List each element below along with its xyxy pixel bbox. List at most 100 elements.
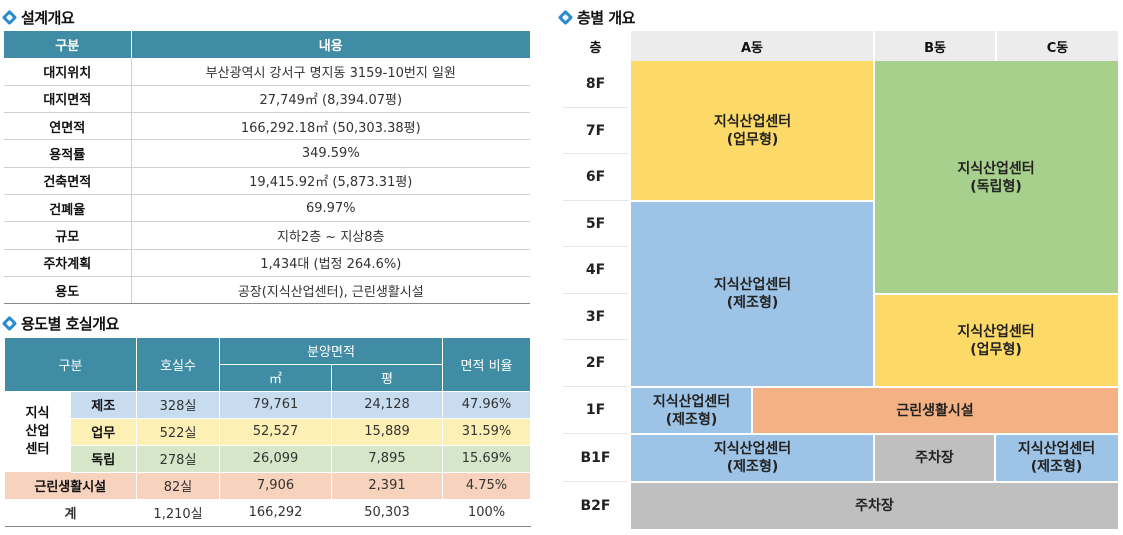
area-ratio: 100%	[442, 498, 531, 527]
separator	[874, 293, 1118, 295]
area-pyeong: 15,889	[331, 418, 444, 446]
separator	[631, 386, 1118, 388]
block-1f-living: 근린생활시설	[752, 387, 1118, 434]
floor-label-7f: 7F	[563, 108, 628, 154]
unit-count: 328실	[136, 391, 221, 419]
header-sqm: ㎡	[219, 364, 333, 392]
unit-overview-table: 구분 호실수 분양면적 면적 비율 ㎡ 평 지식 산업 센터 제조 328실 7…	[3, 338, 532, 527]
header-content: 내용	[131, 31, 530, 58]
floor-label-1f: 1F	[563, 387, 628, 434]
block-c-b1-manufacturing: 지식산업센터 (제조형)	[995, 434, 1118, 482]
area-ratio: 4.75%	[442, 472, 532, 500]
unit-count: 1,210실	[136, 498, 220, 527]
sub-category: 제조	[70, 391, 138, 419]
table-row: 근린생활시설 82실 7,906 2,391 4.75%	[4, 472, 532, 500]
table-row: 규모 지하2층 ~ 지상8층	[4, 221, 530, 250]
floor-label-b2f: B2F	[580, 497, 611, 514]
table-row: 지식 산업 센터 제조 328실 79,761 24,128 47.96%	[4, 391, 532, 472]
separator	[873, 434, 875, 482]
group-label: 지식 산업 센터	[4, 391, 71, 472]
sub-category: 업무	[70, 418, 138, 446]
row-label: 용도	[4, 276, 132, 305]
section-title-design: 설계개요	[1, 6, 75, 28]
floor-header: 층	[563, 31, 628, 61]
row-label: 주차계획	[4, 249, 132, 277]
row-label: 용적률	[4, 139, 132, 168]
row-label: 건축면적	[4, 167, 132, 195]
floor-label-2f: 2F	[563, 340, 628, 387]
header-units: 호실수	[136, 338, 221, 392]
area-pyeong: 7,895	[331, 445, 444, 473]
table-row: 대지위치 부산광역시 강서구 명지동 3159-10번지 일원	[4, 58, 530, 86]
separator	[631, 200, 874, 202]
area-pyeong: 24,128	[331, 391, 444, 419]
block-a-1f-manufacturing: 지식산업센터 (제조형)	[631, 387, 752, 434]
row-label: 연면적	[4, 112, 132, 141]
block-a-manufacturing: 지식산업센터 (제조형)	[631, 201, 874, 387]
floor-label-3f: 3F	[563, 294, 628, 340]
separator	[751, 387, 753, 434]
unit-count: 82실	[136, 472, 221, 500]
table-row: 건폐율 69.97%	[4, 194, 530, 223]
table-header-row: 구분 내용	[4, 31, 530, 58]
row-label: 대지위치	[4, 58, 132, 86]
table-row: 업무 522실 52,527 15,889 31.59%	[5, 418, 532, 446]
row-label: 규모	[4, 221, 132, 250]
separator	[631, 481, 1118, 483]
table-row: 연면적 166,292.18㎡ (50,303.38평)	[4, 112, 530, 141]
area-sqm: 79,761	[219, 391, 333, 419]
area-sqm: 52,527	[219, 418, 333, 446]
diamond-bullet-icon	[1, 315, 18, 331]
area-pyeong: 2,391	[331, 472, 444, 500]
unit-count: 522실	[136, 418, 221, 446]
block-b-b1-parking: 주차장	[874, 434, 995, 482]
table-row: 독립 278실 26,099 7,895 15.69%	[5, 445, 532, 473]
area-sqm: 166,292	[219, 498, 332, 527]
separator	[994, 434, 996, 482]
block-bc-office: 지식산업센터 (업무형)	[874, 294, 1118, 387]
unit-count: 278실	[136, 445, 221, 473]
row-value: 19,415.92㎡ (5,873.31평)	[131, 167, 530, 195]
row-value: 69.97%	[131, 194, 530, 223]
diamond-bullet-icon	[557, 9, 574, 25]
row-label: 건폐율	[4, 194, 132, 223]
floor-label-b1f: B1F	[563, 434, 628, 482]
floor-label-4f: 4F	[563, 247, 628, 294]
table-row: 주차계획 1,434대 (법정 264.6%)	[4, 249, 530, 277]
area-ratio: 47.96%	[442, 391, 532, 419]
row-value: 공장(지식산업센터), 근린생활시설	[131, 276, 530, 305]
section-title-floors-text: 층별 개요	[577, 8, 635, 27]
header-ratio: 면적 비율	[442, 338, 532, 392]
header-pyeong: 평	[331, 364, 444, 392]
row-value: 166,292.18㎡ (50,303.38평)	[131, 112, 530, 141]
area-ratio: 31.59%	[442, 418, 532, 446]
design-overview-table: 구분 내용 대지위치 부산광역시 강서구 명지동 3159-10번지 일원 대지면…	[4, 31, 530, 305]
section-title-units-text: 용도별 호실개요	[21, 314, 119, 333]
block-b2-parking: 주차장	[631, 482, 1118, 529]
block-a-b1-manufacturing: 지식산업센터 (제조형)	[631, 434, 874, 482]
living-label: 근린생활시설	[4, 472, 138, 500]
table-row: 용적률 349.59%	[4, 139, 530, 168]
block-bc-independent: 지식산업센터 (독립형)	[874, 61, 1118, 294]
section-title-units: 용도별 호실개요	[1, 312, 119, 334]
separator	[873, 61, 875, 387]
area-pyeong: 50,303	[331, 498, 443, 527]
block-a-office: 지식산업센터 (업무형)	[631, 61, 874, 201]
row-value: 부산광역시 강서구 명지동 3159-10번지 일원	[131, 58, 530, 86]
section-title-design-text: 설계개요	[21, 8, 75, 27]
area-sqm: 7,906	[219, 472, 333, 500]
row-value: 27,749㎡ (8,394.07평)	[131, 85, 530, 114]
row-value: 지하2층 ~ 지상8층	[131, 221, 530, 250]
header-category: 구분	[4, 31, 132, 58]
row-value: 349.59%	[131, 139, 530, 168]
total-label: 계	[4, 498, 137, 527]
floor-label-5f: 5F	[563, 201, 628, 247]
section-title-floors: 층별 개요	[557, 6, 635, 28]
floor-label-6f: 6F	[563, 154, 628, 201]
diamond-bullet-icon	[1, 9, 18, 25]
building-c-header: C동	[997, 31, 1118, 61]
table-row: 건축면적 19,415.92㎡ (5,873.31평)	[4, 167, 530, 195]
header-sale-area: 분양면적	[219, 338, 444, 365]
header-category: 구분	[3, 338, 138, 392]
floor-label-8f: 8F	[563, 61, 628, 108]
